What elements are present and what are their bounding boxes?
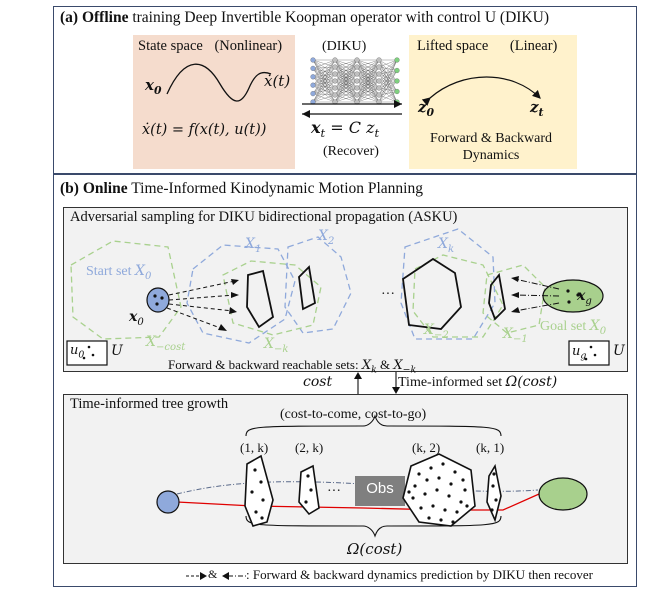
lifted-arc bbox=[422, 76, 541, 106]
backward-set-k bbox=[222, 260, 322, 336]
tree-label-k1: (k, 1) bbox=[476, 440, 505, 455]
goal-ellipse bbox=[542, 279, 604, 313]
time-informed-set-label: Time-informed set Ω(cost) bbox=[398, 374, 558, 390]
tree-start bbox=[156, 490, 180, 514]
state-trajectory bbox=[166, 63, 272, 102]
solid-set-k bbox=[402, 257, 462, 330]
xb-m2-label: X−2 bbox=[424, 322, 449, 341]
solid-set-b1 bbox=[488, 272, 506, 321]
goal-xgj: xg bbox=[577, 288, 592, 307]
backward-set-2 bbox=[412, 254, 504, 338]
obstacle bbox=[355, 476, 405, 506]
obs-label: Obs bbox=[366, 480, 394, 497]
u0j-label: u0 bbox=[70, 343, 85, 361]
state-space-box bbox=[133, 35, 295, 169]
tree-label-1k: (1, k) bbox=[240, 440, 269, 455]
tree-set-k1 bbox=[486, 463, 502, 523]
panel-a-title-rest: training Deep Invertible Koopman operato… bbox=[132, 9, 549, 26]
diku-label: (DIKU) bbox=[322, 39, 367, 54]
panel-b bbox=[53, 174, 637, 587]
lifted-z0: z0 bbox=[418, 98, 435, 119]
state-equation: ẋ(t) = f(x(t), u(t)) bbox=[142, 122, 267, 138]
tree-drawing bbox=[156, 414, 588, 538]
panel-a-title: (a) Offline training Deep Invertible Koo… bbox=[60, 9, 549, 27]
tree-label-k2: (k, 2) bbox=[412, 440, 441, 455]
between-arrows bbox=[354, 372, 400, 394]
tree-title: Time-informed tree growth bbox=[70, 396, 229, 412]
panel-a-tag: (a) bbox=[60, 9, 79, 26]
ug-box bbox=[568, 340, 610, 366]
cost-label: cost bbox=[303, 374, 333, 390]
forward-set-1 bbox=[186, 244, 296, 344]
start-cost-region bbox=[70, 240, 182, 340]
lifted-zt: zt bbox=[530, 98, 544, 119]
state-xt: ẋ(t) bbox=[264, 72, 291, 90]
solid-set-1 bbox=[246, 269, 275, 329]
state-space-label: State space (Nonlinear) bbox=[138, 38, 283, 54]
tree-label-2k: (2, k) bbox=[295, 440, 324, 455]
legend-arrows bbox=[186, 572, 246, 580]
u-label-left: U bbox=[111, 343, 123, 359]
xfk-label: Xk bbox=[438, 236, 455, 255]
diku-arrows bbox=[302, 100, 402, 118]
solid-set-2 bbox=[298, 265, 316, 311]
forward-set-k bbox=[400, 228, 496, 340]
legend-amp: & bbox=[208, 567, 218, 581]
tree-box bbox=[63, 394, 628, 564]
ugj-label: ug bbox=[572, 344, 587, 362]
tree-set-1k bbox=[244, 454, 274, 527]
tree-ellipsis: ··· bbox=[327, 484, 341, 499]
start-x0j: x0 bbox=[129, 309, 144, 328]
xf1-label: X1 bbox=[245, 236, 262, 255]
panel-b-title: (b) Online Time-Informed Kinodynamic Mot… bbox=[60, 180, 423, 197]
u-label-right: U bbox=[613, 343, 625, 359]
xb-m1-label: X−1 bbox=[503, 326, 528, 345]
recover-equation: xt = C zt bbox=[311, 118, 380, 141]
ellipsis-asku: ··· bbox=[381, 287, 395, 302]
legend-text: : Forward & backward dynamics prediction… bbox=[246, 567, 593, 582]
tree-omega: Ω(cost) bbox=[347, 540, 403, 558]
panel-a-bold-word: Offline bbox=[81, 9, 129, 26]
asku-drawing bbox=[66, 228, 610, 366]
lifted-fb-text: Forward & Backward Dynamics bbox=[429, 131, 553, 163]
u0-box bbox=[66, 340, 108, 366]
start-set-label: Start set X0 bbox=[86, 263, 152, 282]
xb-cost-label: X−cost bbox=[146, 334, 186, 353]
lifted-space-label: Lifted space (Linear) bbox=[417, 38, 558, 54]
cost-pair-label: (cost-to-come, cost-to-go) bbox=[280, 407, 427, 422]
panel-a bbox=[53, 6, 637, 174]
goal-set-label: Goal set X0 bbox=[540, 318, 607, 337]
state-x0: x0 bbox=[145, 76, 162, 97]
backward-set-1 bbox=[482, 264, 546, 334]
start-ball bbox=[146, 287, 170, 313]
recover-label: (Recover) bbox=[323, 144, 379, 159]
asku-title: Adversarial sampling for DIKU bidirectio… bbox=[70, 209, 458, 225]
xb-mk-label: X−k bbox=[264, 336, 289, 355]
xf2-label: X2 bbox=[318, 228, 335, 247]
tree-goal bbox=[538, 477, 588, 511]
tree-set-2k bbox=[298, 464, 320, 516]
reachable-sets-caption: Forward & backward reachable sets: Xk & … bbox=[168, 357, 417, 376]
